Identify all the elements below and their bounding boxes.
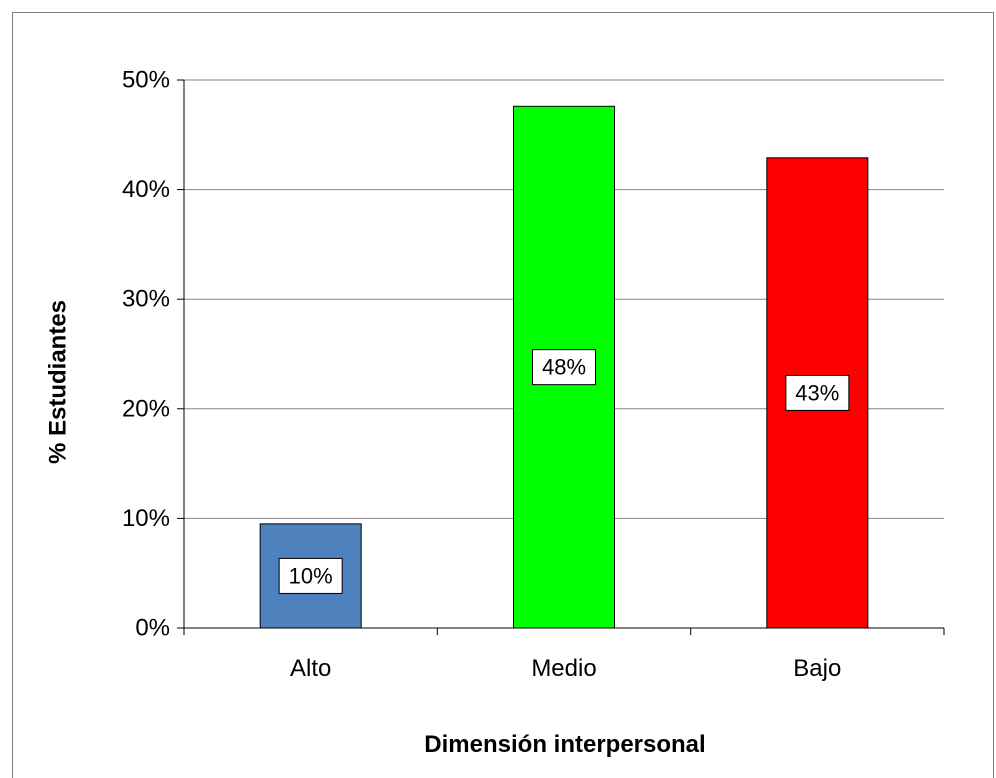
plot-area: 10% 48% 43% 0% 10% 20% 30% 40% 50% Alto Medio Bajo (122, 67, 945, 682)
data-label-box-bajo (785, 374, 850, 411)
y-tick-label: 30% (122, 286, 170, 313)
data-label-alto: 10% (289, 563, 333, 588)
y-tick-label: 20% (122, 395, 170, 422)
data-label-medio: 48% (542, 355, 586, 380)
x-axis-title: Dimensión interpersonal (424, 731, 705, 758)
y-tick-label: 0% (135, 615, 170, 642)
y-tick-label: 50% (122, 67, 170, 94)
data-label-box-medio (532, 349, 596, 386)
y-tick-label: 40% (122, 176, 170, 203)
x-tick-label-alto: Alto (290, 655, 331, 682)
data-label-box-alto (278, 557, 343, 594)
data-label-bajo: 43% (795, 380, 839, 405)
x-tick-label-medio: Medio (531, 655, 596, 682)
bar-bajo (766, 157, 869, 629)
x-tick-label-bajo: Bajo (793, 655, 841, 682)
y-axis-title: % Estudiantes (45, 300, 72, 464)
y-tick-label: 10% (122, 505, 170, 532)
